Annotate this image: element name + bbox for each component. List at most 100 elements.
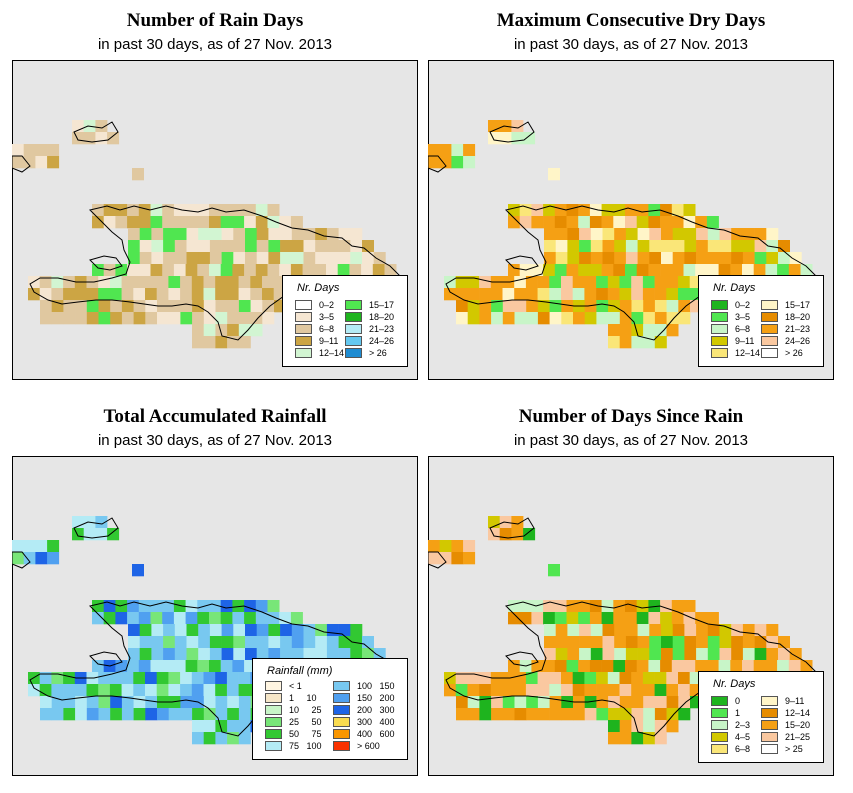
grid-cell xyxy=(684,648,697,661)
legend-swatch xyxy=(295,300,312,310)
legend-label: 6–8 xyxy=(735,324,751,334)
grid-cell xyxy=(268,252,281,265)
legend-label: 9–11 xyxy=(735,336,755,346)
grid-cell xyxy=(191,276,204,289)
grid-cell xyxy=(614,648,627,661)
grid-cell xyxy=(221,624,234,637)
grid-cell xyxy=(754,636,767,649)
grid-cell xyxy=(672,636,685,649)
grid-cell xyxy=(631,276,644,289)
grid-cell xyxy=(502,312,515,325)
grid-cell xyxy=(145,312,158,325)
grid-cell xyxy=(754,624,767,637)
grid-cell xyxy=(185,660,198,673)
grid-cell xyxy=(103,216,116,229)
grid-cell xyxy=(428,552,440,565)
grid-cell xyxy=(168,312,181,325)
grid-cell xyxy=(678,288,690,301)
grid-cell xyxy=(191,288,204,301)
grid-cell xyxy=(718,264,731,277)
legend-swatch xyxy=(295,324,312,334)
grid-cell xyxy=(731,252,744,265)
grid-cell xyxy=(555,228,568,241)
grid-cell xyxy=(95,120,108,133)
grid-cell xyxy=(127,660,140,673)
grid-cell xyxy=(456,696,468,709)
grid-cell xyxy=(139,636,152,649)
grid-cell xyxy=(502,300,515,313)
grid-cell xyxy=(233,240,246,253)
grid-cell xyxy=(619,696,632,709)
grid-cell xyxy=(463,156,476,169)
grid-cell xyxy=(631,312,644,325)
grid-cell xyxy=(107,132,120,145)
grid-cell xyxy=(706,264,719,277)
grid-cell xyxy=(590,228,603,241)
grid-cell xyxy=(173,660,186,673)
grid-cell xyxy=(133,276,146,289)
grid-cell xyxy=(110,300,123,313)
grid-cell xyxy=(198,228,211,241)
grid-cell xyxy=(590,648,603,661)
grid-cell xyxy=(672,624,685,637)
grid-cell xyxy=(730,660,743,673)
grid-cell xyxy=(103,204,116,217)
grid-cell xyxy=(706,216,719,229)
grid-cell xyxy=(718,660,731,673)
grid-cell xyxy=(145,288,157,301)
grid-cell xyxy=(590,252,603,265)
grid-cell xyxy=(479,708,492,721)
grid-cell xyxy=(537,300,550,313)
grid-cell xyxy=(232,660,245,673)
grid-cell xyxy=(502,684,515,697)
grid-cell xyxy=(139,252,152,265)
grid-cell xyxy=(35,156,48,169)
grid-cell xyxy=(614,252,627,265)
grid-cell xyxy=(133,312,146,325)
legend-title: Nr. Days xyxy=(713,282,756,294)
grid-cell xyxy=(636,264,649,277)
grid-cell xyxy=(754,240,767,253)
grid-cell xyxy=(23,552,36,565)
grid-cell xyxy=(589,264,602,277)
grid-cell xyxy=(47,552,60,565)
grid-cell xyxy=(531,612,544,625)
grid-cell xyxy=(244,264,257,277)
grid-cell xyxy=(151,228,164,241)
dry-days-panel: Maximum Consecutive Dry Days in past 30 … xyxy=(428,0,834,390)
grid-cell xyxy=(168,684,181,697)
grid-cell xyxy=(678,276,690,289)
grid-cell xyxy=(731,648,744,661)
grid-cell xyxy=(186,636,199,649)
grid-cell xyxy=(555,240,568,253)
grid-cell xyxy=(525,288,538,301)
grid-cell xyxy=(566,216,579,229)
grid-cell xyxy=(777,264,790,277)
grid-cell xyxy=(209,264,221,277)
grid-cell xyxy=(678,708,691,721)
grid-cell xyxy=(526,312,539,325)
grid-cell xyxy=(302,264,315,277)
grid-cell xyxy=(637,636,650,649)
legend-label: 21–25 xyxy=(785,732,811,742)
grid-cell xyxy=(607,288,620,301)
legend-label: 3–5 xyxy=(735,312,751,322)
grid-cell xyxy=(649,252,662,265)
grid-cell xyxy=(683,660,696,673)
grid-cell xyxy=(128,636,140,649)
grid-cell xyxy=(491,708,504,721)
grid-cell xyxy=(531,204,544,217)
grid-cell xyxy=(203,324,216,337)
legend-swatch xyxy=(345,336,362,346)
grid-cell xyxy=(742,636,755,649)
grid-cell xyxy=(619,300,632,313)
grid-cell xyxy=(578,600,591,613)
grid-cell xyxy=(590,636,603,649)
grid-cell xyxy=(561,312,574,325)
grid-cell xyxy=(209,648,222,661)
grid-cell xyxy=(608,720,620,733)
grid-cell xyxy=(731,240,744,253)
grid-cell xyxy=(649,648,662,661)
grid-cell xyxy=(168,708,181,721)
grid-cell xyxy=(654,312,667,325)
